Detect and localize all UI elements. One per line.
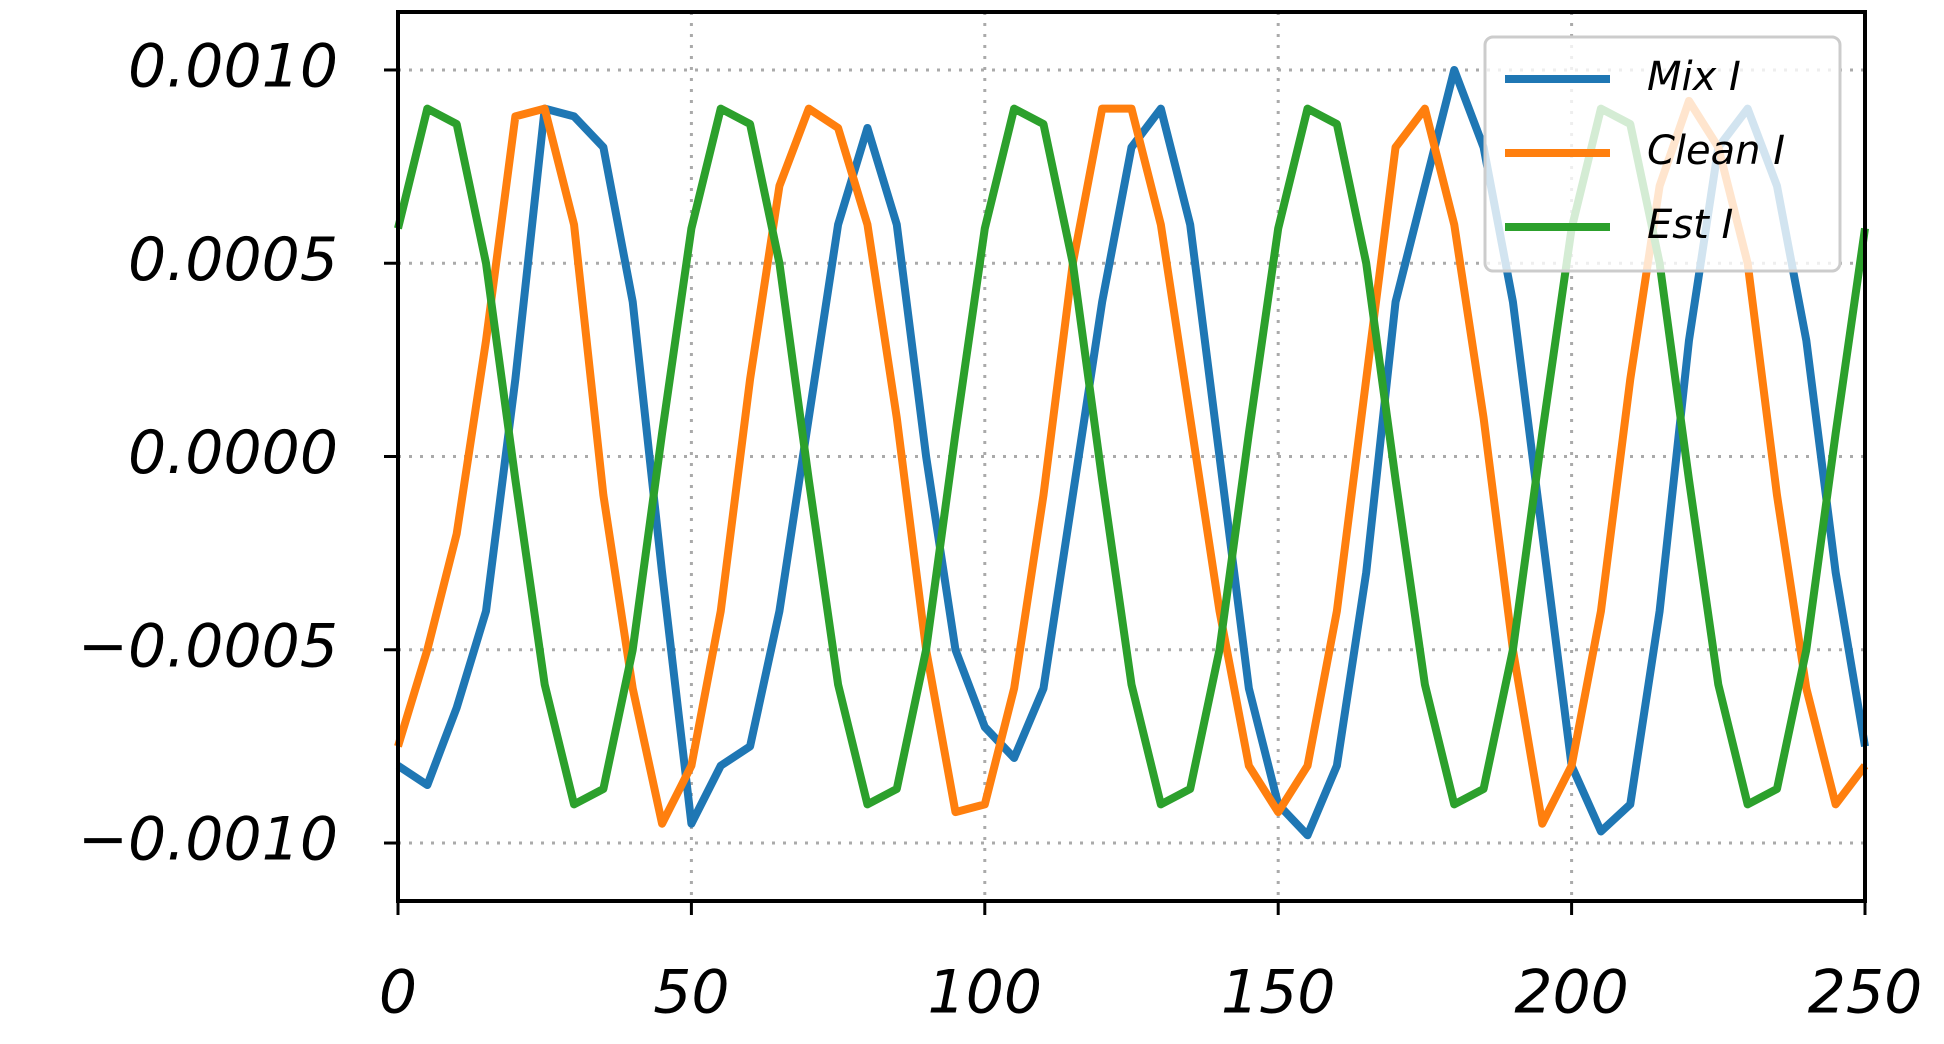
x-tick-label: 200 bbox=[1514, 958, 1629, 1028]
y-tick-label: 0.0000 bbox=[128, 418, 338, 488]
y-tick-label: −0.0010 bbox=[78, 805, 338, 875]
legend-label: Mix I bbox=[1647, 54, 1741, 100]
line-series bbox=[395, 65, 1869, 840]
x-tick-label: 50 bbox=[653, 958, 729, 1028]
x-tick-label: 250 bbox=[1808, 958, 1923, 1028]
legend-label: Clean I bbox=[1647, 128, 1785, 174]
x-tick-label: 0 bbox=[379, 958, 417, 1028]
legend-label: Est I bbox=[1647, 202, 1733, 248]
legend-box bbox=[1483, 35, 1842, 273]
x-tick-label: 150 bbox=[1221, 958, 1336, 1028]
plot-frame bbox=[396, 10, 1867, 903]
y-tick-label: 0.0005 bbox=[128, 225, 338, 295]
y-tick-label: −0.0005 bbox=[78, 611, 338, 681]
line-series bbox=[394, 96, 1869, 828]
x-tick-label: 100 bbox=[928, 958, 1043, 1028]
y-tick-label: 0.0010 bbox=[128, 32, 338, 102]
